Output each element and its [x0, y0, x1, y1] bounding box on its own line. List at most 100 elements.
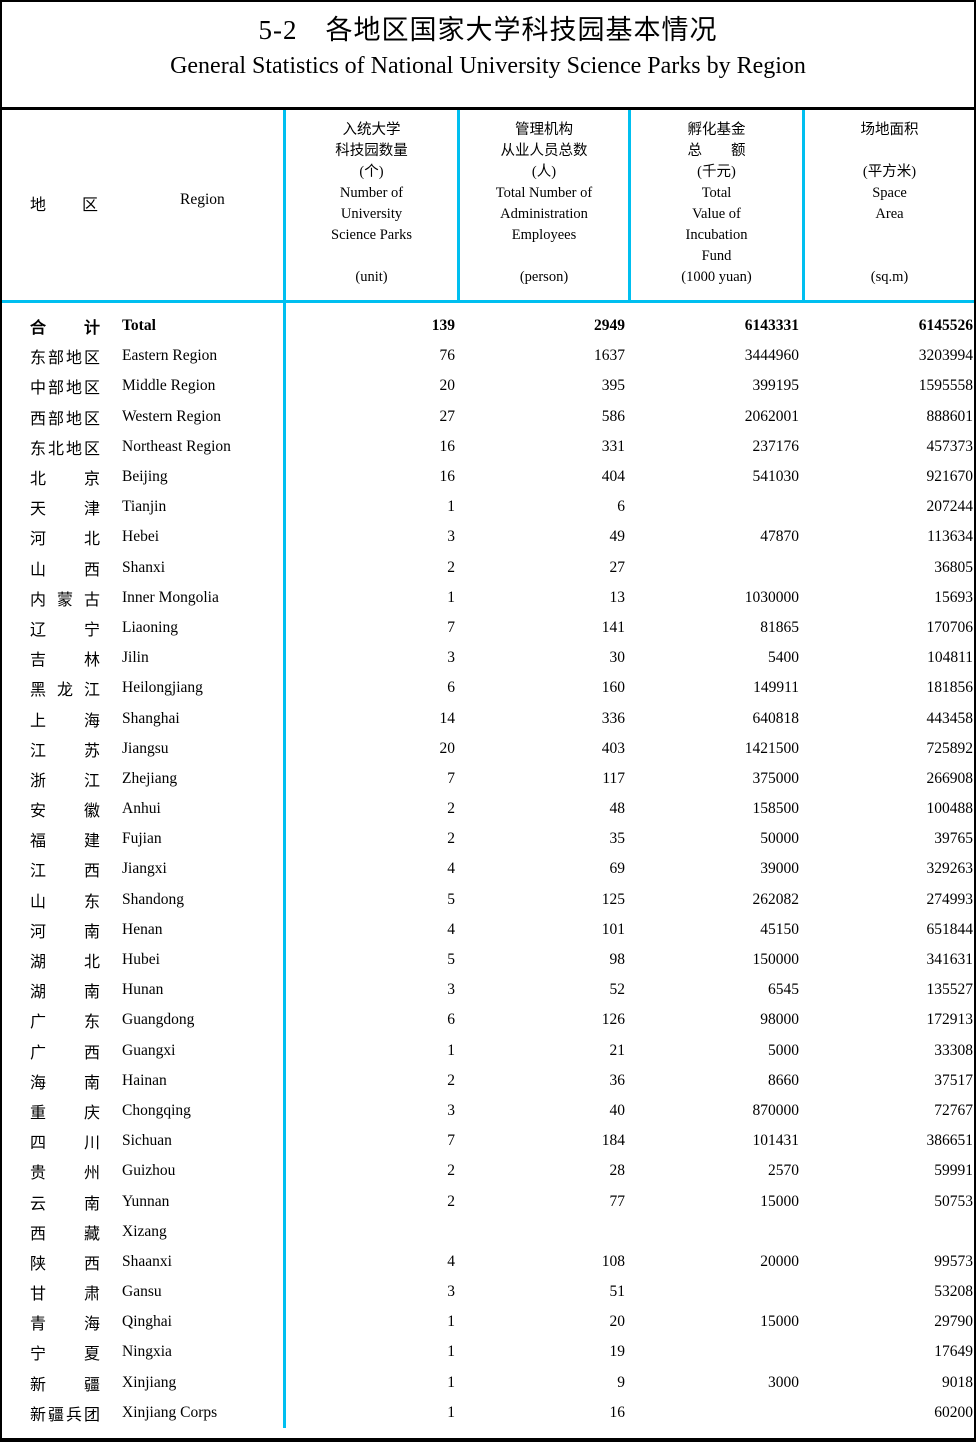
space-area-cell: 135527 [926, 981, 974, 999]
parks-count-cell: 16 [439, 468, 456, 486]
parks-count-cell: 4 [447, 1252, 455, 1270]
employees-count-cell: 40 [609, 1101, 626, 1119]
header-line: Total Number of [495, 185, 593, 201]
header-line: Science Parks [331, 227, 412, 243]
fund-value-cell: 50000 [760, 830, 799, 848]
table-header: 地区 Region 入统大学 科技园数量 (个) Number of Universit… [2, 110, 974, 303]
region-name-en: Yunnan [122, 1192, 170, 1210]
space-area-cell: 59991 [934, 1162, 973, 1180]
region-name-en: Ningxia [122, 1343, 172, 1361]
region-name-cn: 福建 [30, 833, 100, 851]
region-name-en: Henan [122, 920, 163, 938]
space-area-cell: 266908 [926, 769, 974, 787]
region-name-en: Northeast Region [122, 437, 231, 455]
employees-count-cell: 126 [601, 1011, 625, 1029]
region-name-cn: 东部地区 [30, 350, 100, 368]
fund-value-cell: 237176 [752, 437, 800, 455]
table-row: 广西 Guangxi 1 21 5000 33308 [2, 1036, 974, 1066]
fund-value-cell: 6143331 [744, 317, 799, 335]
fund-value-cell: 1030000 [744, 588, 799, 606]
employees-count-cell: 27 [609, 558, 626, 576]
table-row: 黑龙江 Heilongjiang 6 160 149911 181856 [2, 673, 974, 703]
employees-count-cell: 9 [617, 1373, 625, 1391]
space-area-cell: 113634 [927, 528, 973, 546]
table-row: 山东 Shandong 5 125 262082 274993 [2, 885, 974, 915]
header-line [805, 246, 974, 267]
parks-count-cell: 2 [447, 1192, 455, 1210]
region-name-cn: 合计 [30, 320, 100, 338]
employees-count-cell: 101 [601, 920, 625, 938]
region-name-cn: 山东 [30, 893, 100, 911]
table-row: 河南 Henan 4 101 45150 651844 [2, 915, 974, 945]
employees-count-cell: 404 [601, 468, 625, 486]
table-row: 东部地区 Eastern Region 76 1637 3444960 3203994 [2, 341, 974, 371]
table-row: 浙江 Zhejiang 7 117 375000 266908 [2, 764, 974, 794]
header-region-label-en: Region [180, 191, 225, 208]
fund-value-cell: 375000 [752, 769, 800, 787]
region-name-cn: 西藏 [30, 1225, 100, 1243]
region-cell: 辽宁 Liaoning [2, 613, 286, 643]
table-row: 河北 Hebei 3 49 47870 113634 [2, 522, 974, 552]
region-name-cn: 新疆 [30, 1376, 100, 1394]
space-area-cell: 181856 [926, 679, 974, 697]
fund-value-cell: 158500 [752, 800, 800, 818]
fund-value-cell: 5400 [768, 649, 799, 667]
space-area-cell: 60200 [934, 1403, 973, 1421]
region-cell: 北京 Beijing [2, 462, 286, 492]
header-line: Administration [500, 206, 588, 222]
parks-count-cell: 20 [439, 377, 456, 395]
parks-count-cell: 1 [447, 1373, 455, 1391]
region-name-en: Zhejiang [122, 769, 178, 787]
table-row: 陕西 Shaanxi 4 108 20000 99573 [2, 1247, 974, 1277]
fund-value-cell: 541030 [752, 468, 800, 486]
header-col-total-value-of-incubation-fund: 孵化基金总 额 (千元) Total Value of Incubation Fund (1… [628, 110, 802, 300]
space-area-cell: 6145526 [918, 317, 973, 335]
region-name-en: Shaanxi [122, 1252, 172, 1270]
parks-count-cell: 6 [447, 1011, 455, 1029]
region-cell: 中部地区 Middle Region [2, 371, 286, 401]
region-cell: 河北 Hebei [2, 522, 286, 552]
table-row: 东北地区 Northeast Region 16 331 237176 457373 [2, 432, 974, 462]
employees-count-cell: 51 [609, 1283, 626, 1301]
region-name-cn: 东北地区 [30, 440, 100, 458]
parks-count-cell: 2 [447, 800, 455, 818]
region-name-en: Shanghai [122, 709, 180, 727]
employees-count-cell: 98 [609, 951, 626, 969]
region-name-en: Guangdong [122, 1011, 195, 1029]
parks-count-cell: 5 [447, 890, 455, 908]
header-line: (sq.m) [870, 269, 909, 285]
region-name-en: Beijing [122, 468, 168, 486]
table-row: 重庆 Chongqing 3 40 870000 72767 [2, 1096, 974, 1126]
region-cell: 黑龙江 Heilongjiang [2, 673, 286, 703]
parks-count-cell: 3 [447, 1101, 455, 1119]
header-line: University [340, 206, 403, 222]
region-name-en: Guizhou [122, 1162, 176, 1180]
table-row: 新疆 Xinjiang 1 9 3000 9018 [2, 1368, 974, 1398]
region-cell: 广西 Guangxi [2, 1036, 286, 1066]
fund-value-cell: 47870 [760, 528, 799, 546]
region-cell: 河南 Henan [2, 915, 286, 945]
header-line: Area [875, 206, 904, 222]
table-title-cn: 5-2 各地区国家大学科技园基本情况 [258, 15, 718, 45]
region-name-en: Tianjin [122, 498, 167, 516]
header-line: Value of [692, 206, 741, 222]
table-row: 吉林 Jilin 3 30 5400 104811 [2, 643, 974, 673]
header-line: (千元) [697, 164, 736, 180]
parks-count-cell: 1 [447, 1343, 455, 1361]
employees-count-cell: 1637 [594, 347, 625, 365]
employees-count-cell: 403 [601, 739, 625, 757]
parks-count-cell: 1 [447, 588, 455, 606]
region-name-cn: 重庆 [30, 1104, 100, 1122]
region-cell: 合计 Total [2, 311, 286, 341]
region-name-cn: 江苏 [30, 742, 100, 760]
region-name-cn: 天津 [30, 501, 100, 519]
table-row: 天津 Tianjin 1 6 207244 [2, 492, 974, 522]
header-col-number-of-university-science-parks: 入统大学 科技园数量 (个) Number of University Science P… [283, 110, 457, 300]
space-area-cell: 651844 [926, 920, 974, 938]
header-line [460, 246, 628, 267]
space-area-cell: 72767 [934, 1101, 973, 1119]
region-name-cn: 陕西 [30, 1255, 100, 1273]
header-line: 从业人员总数 [500, 143, 588, 159]
employees-count-cell: 13 [609, 588, 626, 606]
